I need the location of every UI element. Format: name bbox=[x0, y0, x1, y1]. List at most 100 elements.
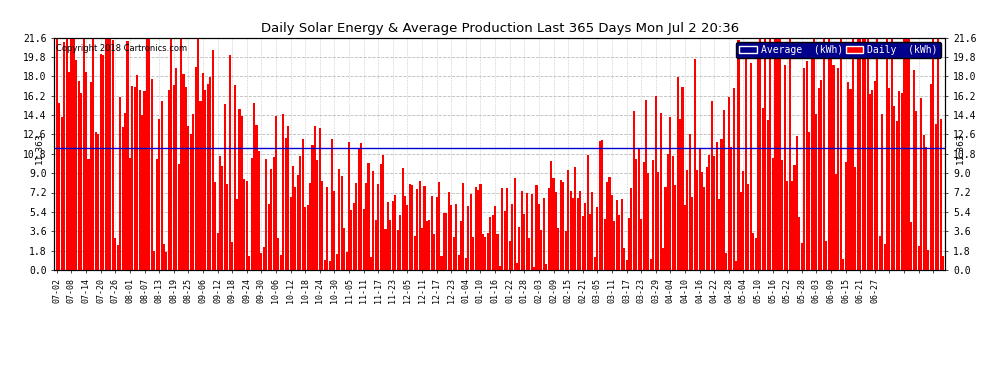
Bar bbox=[275, 117, 277, 270]
Bar bbox=[818, 88, 820, 270]
Bar bbox=[628, 218, 630, 270]
Bar bbox=[623, 248, 625, 270]
Bar bbox=[446, 213, 447, 270]
Bar bbox=[774, 39, 776, 270]
Bar bbox=[611, 195, 613, 270]
Bar bbox=[309, 183, 311, 270]
Bar bbox=[465, 258, 467, 270]
Bar bbox=[684, 205, 686, 270]
Bar bbox=[728, 96, 730, 270]
Bar bbox=[876, 39, 878, 270]
Bar bbox=[75, 60, 77, 270]
Bar bbox=[708, 155, 711, 270]
Bar bbox=[599, 141, 601, 270]
Bar bbox=[925, 147, 927, 270]
Bar bbox=[204, 90, 207, 270]
Bar bbox=[484, 237, 486, 270]
Bar bbox=[830, 54, 832, 270]
Bar bbox=[718, 199, 720, 270]
Bar bbox=[543, 198, 545, 270]
Bar bbox=[504, 211, 506, 270]
Bar bbox=[267, 204, 269, 270]
Bar bbox=[606, 182, 608, 270]
Bar bbox=[265, 159, 267, 270]
Bar bbox=[231, 242, 234, 270]
Bar bbox=[397, 230, 399, 270]
Bar bbox=[742, 171, 744, 270]
Bar bbox=[861, 39, 863, 270]
Bar bbox=[253, 104, 255, 270]
Bar bbox=[344, 228, 346, 270]
Bar bbox=[110, 39, 112, 270]
Bar bbox=[701, 172, 703, 270]
Bar bbox=[258, 151, 260, 270]
Bar bbox=[864, 39, 866, 270]
Bar bbox=[938, 39, 940, 270]
Bar bbox=[372, 171, 374, 270]
Bar bbox=[129, 158, 131, 270]
Bar bbox=[117, 244, 119, 270]
Bar bbox=[704, 188, 706, 270]
Bar bbox=[272, 157, 274, 270]
Bar bbox=[582, 216, 584, 270]
Bar bbox=[175, 68, 177, 270]
Bar bbox=[840, 39, 842, 270]
Bar bbox=[689, 134, 691, 270]
Bar bbox=[384, 229, 386, 270]
Bar bbox=[426, 221, 428, 270]
Bar bbox=[334, 191, 336, 270]
Bar bbox=[102, 55, 104, 270]
Bar bbox=[324, 260, 326, 270]
Bar bbox=[638, 148, 640, 270]
Bar bbox=[492, 215, 494, 270]
Bar bbox=[545, 264, 547, 270]
Bar bbox=[550, 161, 552, 270]
Bar bbox=[477, 190, 479, 270]
Bar bbox=[941, 256, 944, 270]
Bar bbox=[212, 50, 214, 270]
Bar bbox=[631, 188, 633, 270]
Title: Daily Solar Energy & Average Production Last 365 Days Mon Jul 2 20:36: Daily Solar Energy & Average Production … bbox=[261, 22, 739, 35]
Bar bbox=[866, 39, 868, 270]
Bar bbox=[506, 188, 508, 270]
Bar bbox=[891, 39, 893, 270]
Bar bbox=[854, 167, 856, 270]
Bar bbox=[187, 126, 189, 270]
Bar bbox=[801, 243, 803, 270]
Bar bbox=[469, 194, 472, 270]
Bar bbox=[886, 39, 888, 270]
Bar bbox=[357, 149, 359, 270]
Bar bbox=[852, 39, 854, 270]
Bar bbox=[297, 176, 299, 270]
Bar bbox=[883, 244, 886, 270]
Bar bbox=[555, 192, 557, 270]
Bar bbox=[509, 241, 511, 270]
Bar bbox=[766, 120, 769, 270]
Bar bbox=[744, 54, 746, 270]
Bar bbox=[752, 233, 754, 270]
Bar bbox=[869, 94, 871, 270]
Bar bbox=[294, 187, 296, 270]
Bar bbox=[336, 254, 338, 270]
Bar bbox=[304, 207, 306, 270]
Bar bbox=[177, 164, 179, 270]
Bar bbox=[424, 186, 426, 270]
Bar bbox=[559, 180, 562, 270]
Bar bbox=[431, 196, 433, 270]
Bar bbox=[370, 257, 372, 270]
Bar bbox=[312, 146, 314, 270]
Bar bbox=[153, 251, 155, 270]
Bar bbox=[350, 210, 352, 270]
Bar bbox=[172, 85, 175, 270]
Bar bbox=[287, 126, 289, 270]
Bar bbox=[192, 114, 194, 270]
Bar bbox=[676, 77, 679, 270]
Bar bbox=[896, 121, 898, 270]
Bar bbox=[207, 84, 209, 270]
Bar bbox=[97, 134, 99, 270]
Bar bbox=[526, 194, 528, 270]
Bar bbox=[789, 39, 791, 270]
Bar bbox=[229, 56, 231, 270]
Bar bbox=[467, 206, 469, 270]
Bar bbox=[394, 195, 396, 270]
